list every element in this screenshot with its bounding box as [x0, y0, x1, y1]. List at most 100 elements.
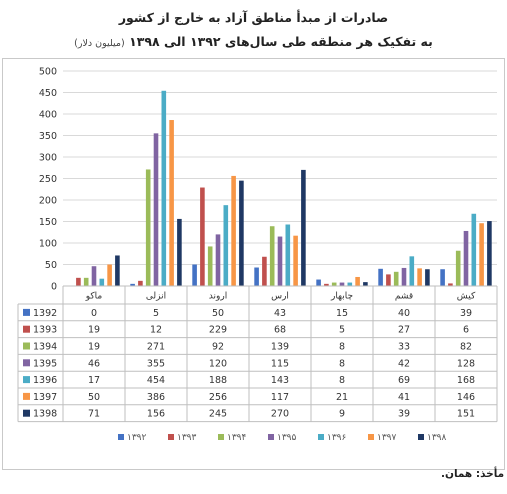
y-tick-label: 100	[39, 239, 57, 250]
bar	[471, 213, 477, 286]
table-value: 188	[209, 375, 227, 386]
table-value: 270	[271, 409, 289, 420]
bar	[339, 282, 345, 286]
legend-key	[23, 308, 30, 316]
legend-key	[23, 359, 30, 367]
table-value: 39	[398, 409, 410, 420]
y-tick-label: 0	[51, 282, 57, 293]
table-series-name: 1392	[33, 308, 57, 319]
y-tick-label: 350	[39, 131, 57, 142]
table-value: 69	[398, 375, 410, 386]
bar	[448, 283, 453, 286]
bar	[401, 267, 407, 286]
chart-frame	[2, 58, 505, 470]
chart-title: صادرات از مبدأ مناطق آزاد به خارج از کشو…	[118, 10, 389, 25]
table-series-name: 1397	[33, 392, 57, 403]
bar	[417, 268, 422, 286]
table-value: 454	[147, 375, 165, 386]
table-value: 41	[398, 392, 410, 403]
table-value: 146	[457, 392, 475, 403]
table-value: 21	[336, 392, 348, 403]
table-value: 42	[398, 358, 410, 369]
bar	[138, 280, 143, 286]
bar	[231, 175, 236, 286]
table-value: 271	[147, 342, 165, 353]
bar	[169, 120, 174, 287]
table-value: 19	[88, 342, 100, 353]
y-tick-label: 50	[45, 260, 57, 271]
category-label: ارس	[271, 292, 289, 302]
bar	[177, 218, 182, 286]
legend-swatch	[268, 434, 274, 440]
table-series-name: 1394	[33, 342, 57, 353]
category-label: چابهار	[330, 292, 353, 302]
bar	[455, 250, 461, 286]
table-series-name: 1396	[33, 375, 57, 386]
source-note: مأخذ: همان.	[441, 468, 505, 480]
table-value: 39	[460, 308, 472, 319]
legend-label: ۱۳۹۸	[427, 433, 447, 443]
table-value: 8	[339, 358, 345, 369]
bar	[355, 276, 360, 286]
bar	[115, 255, 120, 286]
bar	[145, 169, 151, 286]
bar	[153, 133, 159, 286]
table-value: 168	[457, 375, 475, 386]
table-value: 120	[209, 358, 227, 369]
table-value: 8	[339, 342, 345, 353]
bar	[409, 256, 415, 286]
bar	[254, 267, 259, 286]
legend-label: ۱۳۹۵	[277, 433, 297, 443]
bar	[215, 234, 221, 286]
bar	[76, 277, 81, 286]
bar	[99, 278, 105, 286]
table-value: 128	[457, 358, 475, 369]
table-value: 71	[88, 409, 100, 420]
unit-note: (میلیون دلار)	[74, 38, 125, 49]
table-value: 115	[271, 358, 289, 369]
bar	[269, 226, 275, 286]
table-value: 117	[271, 392, 289, 403]
table-value: 229	[209, 325, 227, 336]
legend-swatch	[418, 434, 424, 440]
table-value: 92	[212, 342, 224, 353]
y-tick-label: 450	[39, 88, 57, 99]
legend-label: ۱۳۹۲	[127, 433, 147, 443]
legend-swatch	[168, 434, 174, 440]
bar	[363, 282, 368, 286]
bar	[324, 283, 329, 286]
bar	[347, 282, 353, 286]
y-tick-label: 300	[39, 153, 57, 164]
bar	[331, 282, 337, 286]
bar	[316, 279, 321, 286]
legend-swatch	[118, 434, 124, 440]
bar	[425, 269, 430, 286]
table-series-name: 1395	[33, 358, 57, 369]
legend-label: ۱۳۹۳	[177, 433, 197, 443]
table-value: 43	[274, 308, 286, 319]
table-value: 139	[271, 342, 289, 353]
bar	[285, 224, 291, 286]
bar	[200, 187, 205, 286]
legend-swatch	[318, 434, 324, 440]
bar	[239, 180, 244, 286]
table-value: 256	[209, 392, 227, 403]
bar	[223, 205, 229, 286]
bar	[386, 274, 391, 286]
y-tick-label: 200	[39, 196, 57, 207]
subtitle-text: به تفکیک هر منطقه طی سال‌های ۱۳۹۲ الی ۱۳…	[129, 34, 433, 49]
bar	[161, 90, 167, 286]
bar	[463, 230, 469, 286]
table-value: 46	[88, 358, 100, 369]
bar	[262, 256, 267, 286]
y-tick-label: 500	[39, 67, 57, 78]
legend-key	[23, 342, 30, 350]
legend-swatch	[368, 434, 374, 440]
table-value: 33	[398, 342, 410, 353]
legend-label: ۱۳۹۶	[327, 433, 347, 443]
bar	[192, 264, 197, 286]
table-value: 19	[88, 325, 100, 336]
y-tick-label: 150	[39, 217, 57, 228]
chart-subtitle: به تفکیک هر منطقه طی سال‌های ۱۳۹۲ الی ۱۳…	[0, 34, 507, 49]
legend-key	[23, 325, 30, 333]
